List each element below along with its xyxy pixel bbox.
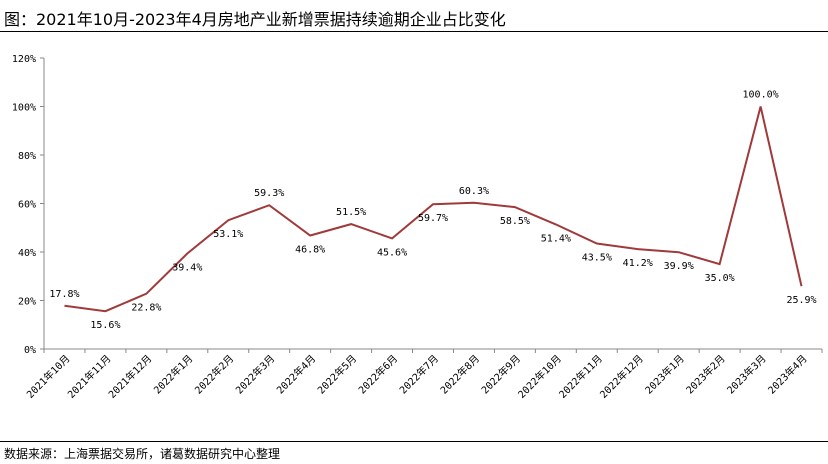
data-label: 46.8% — [295, 245, 325, 256]
x-tick-label: 2022年8月 — [437, 352, 482, 397]
y-tick-label: 0% — [24, 345, 36, 356]
data-label: 22.8% — [131, 303, 161, 314]
data-label: 59.3% — [254, 188, 284, 199]
x-tick-label: 2022年7月 — [396, 352, 441, 397]
data-label: 17.8% — [49, 289, 79, 300]
source-note: 数据来源：上海票据交易所，诸葛数据研究中心整理 — [4, 447, 281, 461]
data-label: 60.3% — [459, 186, 489, 197]
x-tick-label: 2022年4月 — [274, 352, 319, 397]
x-tick-label: 2023年4月 — [765, 352, 810, 397]
x-tick-label: 2022年3月 — [233, 352, 278, 397]
x-tick-label: 2023年3月 — [724, 352, 769, 397]
x-tick-label: 2022年2月 — [192, 352, 237, 397]
series-line — [64, 106, 803, 313]
data-label: 35.0% — [705, 273, 735, 284]
data-label: 25.9% — [786, 295, 816, 306]
y-tick-label: 40% — [18, 248, 36, 259]
data-label: 45.6% — [377, 247, 407, 258]
x-tick-label: 2022年6月 — [356, 352, 401, 397]
data-label: 51.5% — [336, 207, 366, 218]
x-tick-label: 2021年12月 — [106, 352, 155, 401]
data-label: 53.1% — [213, 229, 243, 240]
source-divider — [0, 441, 828, 442]
x-tick-label: 2023年1月 — [642, 352, 687, 397]
data-label: 100.0% — [743, 90, 779, 101]
y-tick-label: 120% — [12, 54, 36, 65]
data-label: 51.4% — [541, 233, 571, 244]
data-label: 58.5% — [500, 216, 530, 227]
y-tick-label: 20% — [18, 297, 36, 308]
title-divider — [0, 31, 828, 32]
data-label: 59.7% — [418, 213, 448, 224]
data-label: 39.9% — [664, 261, 694, 272]
page-title: 图：2021年10月-2023年4月房地产业新增票据持续逾期企业占比变化 — [4, 10, 506, 29]
data-label: 41.2% — [623, 258, 653, 269]
y-tick-label: 100% — [12, 103, 36, 114]
x-tick-label: 2022年12月 — [597, 352, 646, 401]
y-tick-label: 60% — [18, 200, 36, 211]
x-tick-label: 2022年1月 — [151, 352, 196, 397]
x-tick-label: 2022年5月 — [315, 352, 360, 397]
data-label: 43.5% — [582, 253, 612, 264]
x-tick-label: 2023年2月 — [683, 352, 728, 397]
x-tick-label: 2022年9月 — [478, 352, 523, 397]
data-label: 15.6% — [90, 320, 120, 331]
y-tick-label: 80% — [18, 151, 36, 162]
data-label: 39.4% — [172, 262, 202, 273]
